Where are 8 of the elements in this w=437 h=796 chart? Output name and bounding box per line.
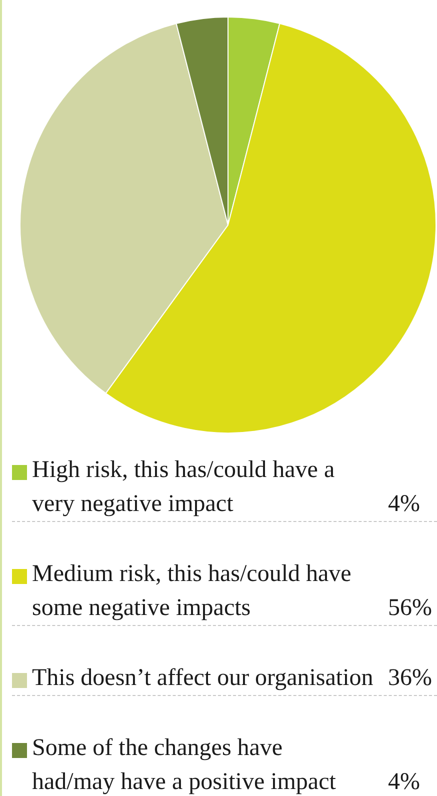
legend-label: This doesn’t affect our organisation [32,664,374,693]
data-label: 4% [388,490,420,519]
data-label: 56% [388,594,432,623]
legend-label: Medium risk, this has/could have some negative impacts [32,560,352,623]
data-label: 4% [388,768,420,796]
data-label: 36% [388,664,432,693]
legend-label: Some of the changes have had/may have a positive impact [32,734,337,796]
legend-label: High risk, this has/could have a very negative impact [32,456,336,519]
